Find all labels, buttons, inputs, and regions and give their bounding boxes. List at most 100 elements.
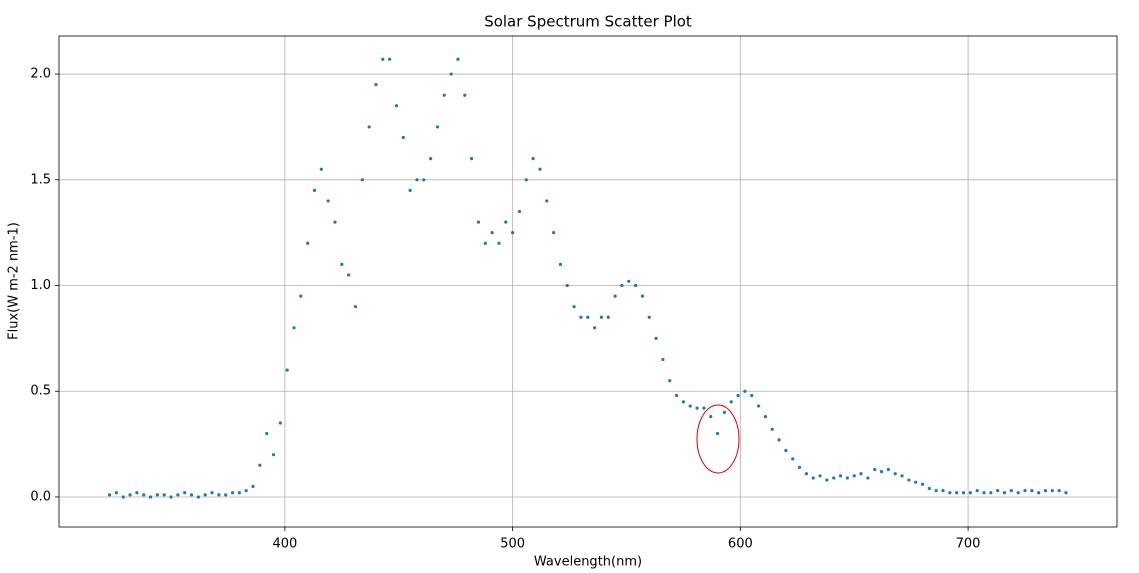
- data-point: [114, 491, 118, 495]
- data-point: [497, 241, 501, 245]
- data-point: [777, 438, 781, 442]
- data-point: [251, 484, 255, 489]
- y-tick-label: 2.0: [30, 67, 51, 82]
- data-point: [183, 491, 187, 495]
- data-point: [367, 125, 371, 129]
- y-tick-label: 0.0: [30, 489, 51, 504]
- data-point: [292, 326, 296, 330]
- data-point: [265, 431, 269, 436]
- data-point: [927, 486, 931, 491]
- data-point: [538, 167, 542, 171]
- data-point: [415, 178, 419, 182]
- data-point: [463, 93, 467, 97]
- data-point: [736, 393, 740, 398]
- data-point: [722, 410, 727, 414]
- data-point: [1009, 489, 1013, 493]
- data-point: [818, 474, 822, 478]
- x-axis-label: Wavelength(nm): [534, 555, 642, 570]
- data-point: [271, 453, 276, 457]
- data-point: [743, 389, 747, 393]
- data-point: [593, 326, 597, 330]
- data-point: [565, 283, 569, 288]
- data-point: [640, 294, 645, 298]
- data-point: [620, 283, 624, 288]
- data-point: [668, 379, 672, 383]
- data-point: [217, 493, 221, 497]
- data-point: [374, 83, 378, 87]
- data-point: [162, 493, 166, 497]
- data-point: [449, 72, 453, 76]
- data-point: [873, 467, 877, 472]
- y-axis-label: Flux(W m-2 nm-1): [7, 222, 22, 340]
- data-point: [852, 474, 856, 478]
- data-point: [442, 93, 446, 97]
- y-tick-label: 1.5: [30, 172, 51, 187]
- data-point: [1016, 491, 1020, 495]
- data-point: [709, 415, 713, 419]
- data-point: [490, 231, 494, 235]
- data-point: [797, 465, 802, 469]
- data-point: [955, 491, 959, 495]
- data-point: [715, 431, 720, 436]
- data-point: [613, 294, 617, 298]
- data-point: [1002, 491, 1007, 495]
- data-point: [511, 231, 515, 235]
- data-point: [661, 357, 665, 362]
- data-point: [968, 491, 972, 495]
- data-point: [422, 178, 426, 182]
- data-point: [920, 482, 925, 486]
- data-point: [1064, 491, 1068, 495]
- data-point: [599, 315, 604, 319]
- data-point: [196, 495, 200, 499]
- data-point: [695, 406, 699, 410]
- data-point: [312, 188, 317, 192]
- data-point: [504, 220, 508, 224]
- data-point: [1023, 489, 1027, 493]
- data-point: [401, 135, 405, 140]
- data-point: [148, 495, 153, 499]
- data-point: [838, 474, 843, 478]
- highlight-ellipse: [696, 404, 740, 474]
- data-point: [1030, 489, 1034, 493]
- data-point: [982, 491, 986, 495]
- data-point: [934, 489, 938, 493]
- data-point: [435, 125, 440, 129]
- data-point: [517, 209, 522, 214]
- data-point: [142, 493, 146, 497]
- data-point: [258, 463, 262, 467]
- data-point: [531, 157, 535, 161]
- data-point: [353, 305, 358, 309]
- x-tick-label: 600: [728, 537, 753, 552]
- data-point: [203, 493, 207, 497]
- data-point: [121, 495, 125, 499]
- data-point: [1037, 491, 1041, 495]
- data-point: [941, 489, 945, 493]
- data-point: [756, 404, 761, 408]
- data-point: [866, 476, 870, 480]
- data-point: [176, 493, 180, 497]
- data-point: [476, 220, 481, 224]
- data-point: [900, 474, 904, 478]
- y-tick-label: 0.5: [30, 384, 51, 399]
- data-point: [552, 231, 556, 235]
- data-point: [586, 315, 590, 319]
- data-point: [784, 448, 788, 453]
- data-point: [333, 220, 337, 224]
- x-tick-label: 400: [272, 537, 297, 552]
- x-tick-label: 700: [956, 537, 981, 552]
- data-point: [572, 305, 576, 309]
- data-point: [299, 294, 303, 298]
- data-point: [989, 491, 993, 495]
- data-point: [804, 472, 808, 476]
- data-point: [879, 469, 884, 474]
- data-point: [654, 336, 658, 340]
- chart-title: Solar Spectrum Scatter Plot: [484, 13, 692, 31]
- data-point: [394, 104, 399, 108]
- data-point: [237, 491, 241, 495]
- data-point: [859, 472, 863, 476]
- data-point: [811, 476, 815, 480]
- data-point: [319, 167, 323, 171]
- data-point: [326, 199, 330, 203]
- data-point: [429, 157, 433, 161]
- data-point: [1043, 489, 1048, 493]
